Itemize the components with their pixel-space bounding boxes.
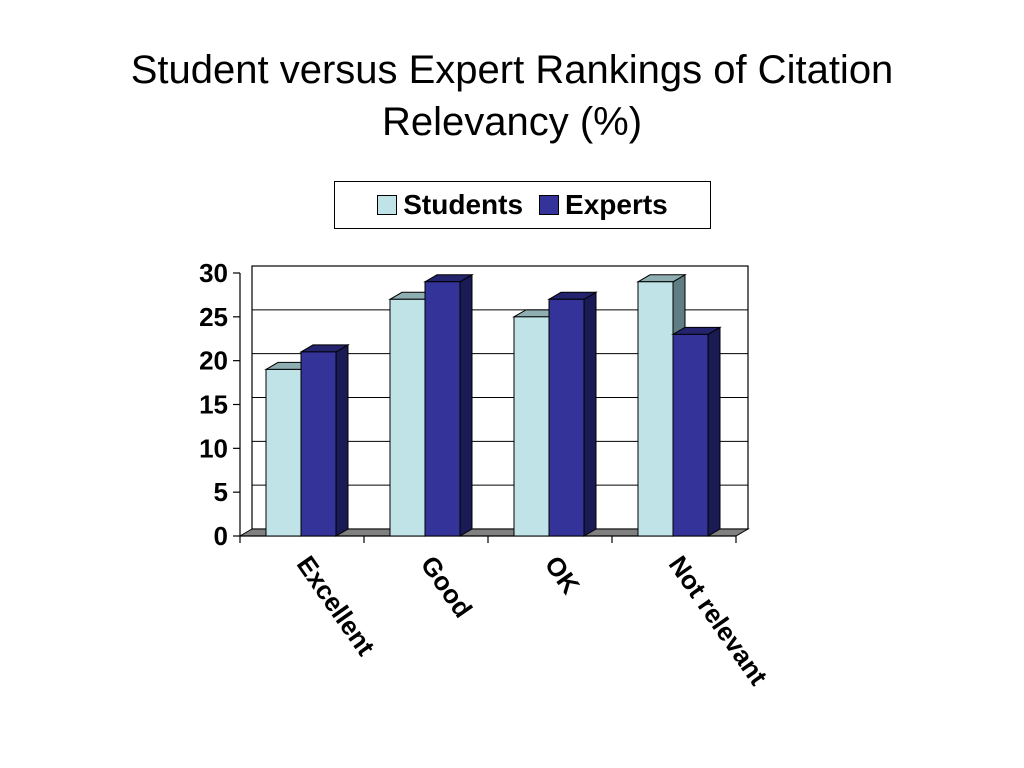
bar-ok-experts	[548, 298, 585, 537]
x-category-label-good: Good	[415, 550, 479, 623]
title-line-1: Student versus Expert Rankings of Citati…	[130, 48, 894, 92]
bar-excellent-students	[265, 368, 302, 537]
y-tick-label-0: 0	[214, 521, 228, 551]
bar-side-excellent-experts	[335, 344, 349, 537]
y-tick-label-30: 30	[199, 258, 228, 288]
y-tick-label-15: 15	[199, 390, 228, 420]
legend-swatch-students	[377, 195, 398, 215]
bar-good-experts	[424, 281, 461, 537]
legend-item-students: Students	[377, 189, 523, 221]
bar-side-ok-experts	[583, 291, 597, 537]
legend-label-students: Students	[403, 189, 524, 220]
bar-excellent-experts	[300, 351, 337, 537]
legend-item-experts: Experts	[539, 189, 668, 221]
x-category-label-ok: OK	[539, 550, 586, 599]
bar-not-relevant-students	[637, 281, 674, 537]
legend-swatch-experts	[539, 195, 560, 215]
bar-ok-students	[513, 316, 550, 537]
bar-side-not-relevant-experts	[707, 326, 721, 537]
y-tick-label-20: 20	[199, 346, 228, 376]
y-tick-label-5: 5	[214, 477, 228, 507]
y-tick-label-10: 10	[199, 433, 228, 463]
slide-title: Student versus Expert Rankings of Citati…	[0, 44, 1024, 148]
chart-legend: Students Experts	[334, 181, 711, 229]
bar-side-good-experts	[459, 273, 473, 537]
title-line-2: Relevancy (%)	[381, 100, 643, 144]
x-category-label-not-relevant: Not relevant	[663, 550, 774, 691]
bar-not-relevant-experts	[672, 333, 709, 537]
y-tick-label-25: 25	[199, 302, 228, 332]
legend-label-experts: Experts	[565, 189, 668, 220]
bar-good-students	[389, 298, 426, 537]
x-category-label-excellent: Excellent	[291, 550, 381, 661]
